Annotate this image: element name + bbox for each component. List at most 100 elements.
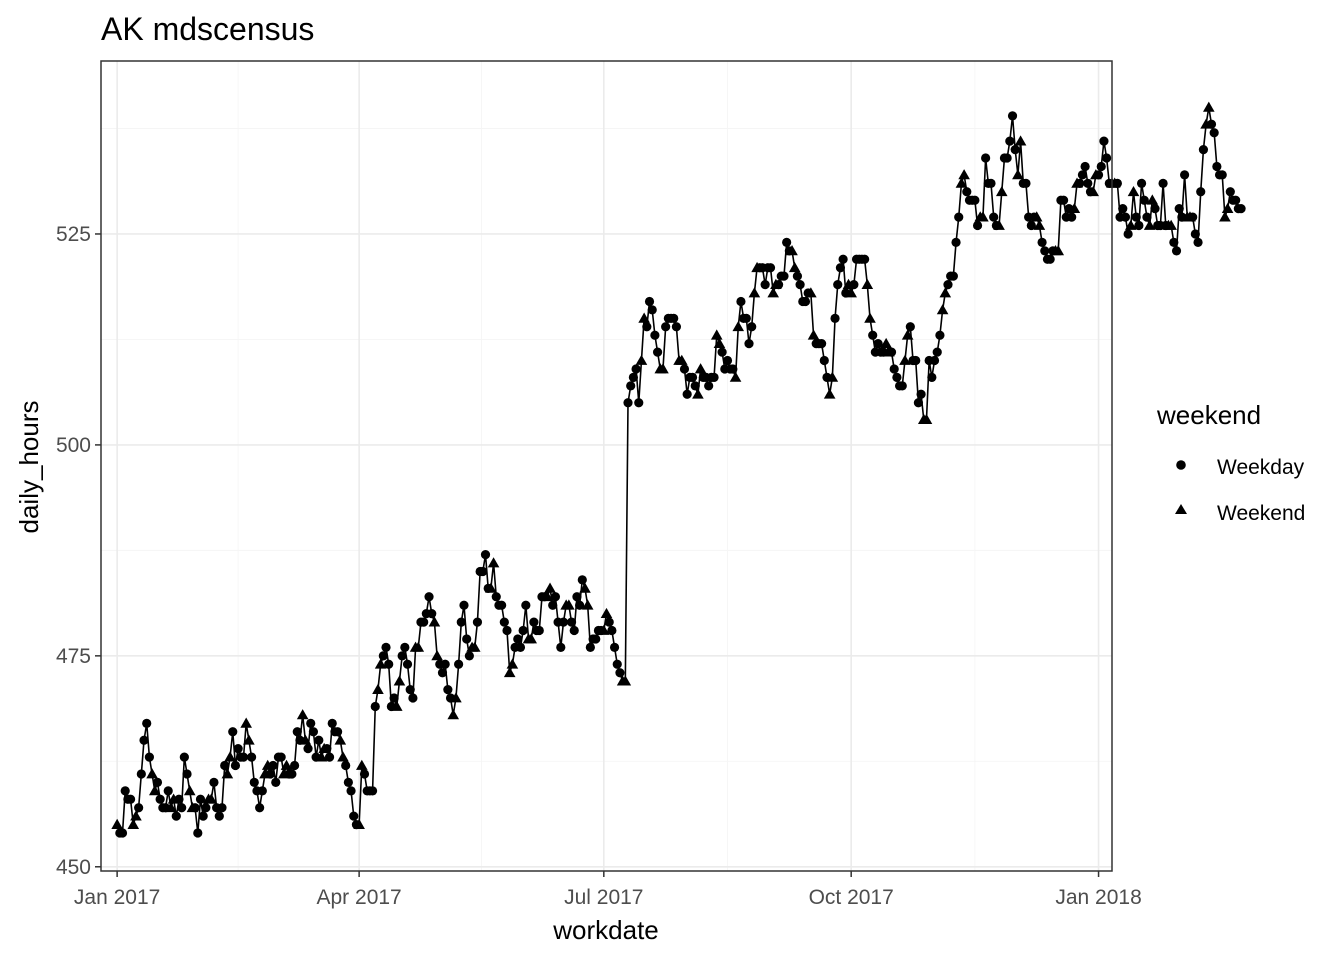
- data-point-weekend: [1221, 202, 1234, 214]
- data-point-weekday: [607, 625, 617, 636]
- data-point-weekday: [1188, 212, 1198, 222]
- data-point-weekday: [171, 811, 181, 821]
- data-point-weekday: [472, 617, 483, 627]
- data-point-weekend: [788, 261, 801, 273]
- data-point-weekday: [322, 744, 332, 754]
- data-point-weekday: [970, 195, 980, 205]
- data-point-weekend: [958, 169, 970, 180]
- data-point-weekday: [652, 347, 663, 357]
- data-point-weekday: [550, 592, 561, 602]
- data-point-weekend: [334, 734, 347, 745]
- data-point-weekday: [443, 684, 453, 695]
- x-tick-label: Apr 2017: [317, 886, 402, 909]
- data-point-weekday: [1096, 161, 1106, 172]
- data-point-weekday: [644, 296, 655, 307]
- data-point-weekend: [111, 818, 123, 829]
- data-point-weekday: [1112, 178, 1122, 188]
- x-tick-label: Jul 2017: [564, 886, 643, 909]
- data-point-weekend: [1219, 211, 1231, 222]
- data-point-weekday: [873, 339, 883, 349]
- data-point-weekend: [880, 337, 892, 349]
- y-tick-label: 450: [56, 856, 91, 879]
- data-point-weekday: [779, 271, 789, 281]
- data-point-weekday: [462, 634, 472, 644]
- data-point-weekend: [353, 818, 365, 829]
- data-point-weekday: [1193, 237, 1203, 248]
- data-point-weekend: [710, 329, 723, 340]
- data-point-weekend: [205, 793, 218, 804]
- data-point-weekend: [600, 607, 613, 619]
- legend-weekend-triangle-icon: [1175, 504, 1187, 514]
- data-point-weekday: [1158, 178, 1168, 188]
- data-point-weekend: [899, 354, 911, 365]
- data-point-weekday: [271, 777, 281, 788]
- data-point-weekday: [381, 642, 391, 653]
- grid: [101, 61, 1112, 871]
- data-point-weekday: [1169, 237, 1179, 248]
- data-point-weekend: [315, 751, 328, 762]
- data-point-weekday: [1212, 161, 1222, 172]
- data-point-weekday: [569, 625, 579, 636]
- data-point-weekday: [276, 752, 286, 762]
- data-point-weekend: [224, 751, 236, 762]
- data-point-weekday: [892, 372, 902, 383]
- data-point-weekday: [1236, 204, 1246, 214]
- data-point-weekday: [230, 760, 241, 771]
- data-point-weekend: [431, 650, 443, 661]
- data-point-weekday: [174, 794, 184, 804]
- data-point-weekday: [626, 381, 636, 391]
- data-point-weekend: [563, 599, 575, 610]
- data-point-weekday: [647, 305, 657, 315]
- data-point-weekend: [657, 363, 669, 374]
- data-point-weekend: [581, 599, 594, 610]
- data-point-weekend: [428, 616, 441, 627]
- data-point-weekend: [579, 582, 591, 593]
- x-tick-label: Oct 2017: [809, 886, 894, 909]
- data-points: [111, 101, 1246, 838]
- data-point-weekday: [1099, 136, 1109, 146]
- data-point-weekday: [389, 693, 399, 703]
- data-point-weekday: [408, 693, 418, 703]
- data-point-weekday: [497, 600, 507, 610]
- data-point-weekday: [333, 727, 343, 737]
- data-point-weekday: [367, 786, 378, 796]
- data-point-weekend: [468, 641, 481, 652]
- data-point-weekday: [289, 760, 300, 771]
- data-point-weekday: [314, 735, 324, 745]
- data-point-weekday: [913, 398, 924, 408]
- data-point-weekday: [800, 296, 811, 307]
- data-point-weekday: [1059, 195, 1069, 205]
- data-point-weekday: [927, 372, 937, 383]
- data-point-weekday: [1198, 144, 1209, 155]
- data-point-weekday: [868, 330, 878, 340]
- data-point-weekend: [1012, 169, 1024, 180]
- panel-border: [100, 60, 1113, 872]
- data-point-weekend: [487, 557, 500, 568]
- data-point-weekend: [939, 287, 952, 298]
- data-point-weekday: [704, 381, 714, 391]
- data-point-weekday: [929, 355, 940, 366]
- data-point-weekday: [287, 769, 297, 779]
- data-point-weekend: [296, 709, 309, 720]
- data-point-weekday: [642, 322, 652, 332]
- data-point-weekend: [503, 666, 516, 678]
- data-point-weekday: [760, 279, 770, 290]
- data-point-weekend: [1052, 245, 1065, 256]
- data-point-weekday: [911, 355, 921, 366]
- data-point-weekday: [932, 347, 942, 357]
- y-tick-label: 525: [56, 223, 91, 246]
- data-point-weekday: [1142, 212, 1152, 222]
- data-point-weekday: [628, 372, 638, 383]
- data-point-weekday: [585, 642, 595, 653]
- data-point-weekend: [374, 658, 387, 669]
- data-point-weekday: [478, 566, 488, 577]
- x-tick-label: Jan 2017: [74, 886, 160, 909]
- data-point-weekday: [480, 549, 491, 560]
- data-point-weekday: [419, 617, 429, 627]
- data-point-weekday: [609, 642, 620, 653]
- data-point-weekday: [575, 600, 585, 610]
- data-point-weekday: [886, 347, 897, 357]
- data-point-weekend: [995, 185, 1008, 197]
- data-point-weekend: [1030, 211, 1043, 222]
- data-point-weekday: [558, 617, 569, 627]
